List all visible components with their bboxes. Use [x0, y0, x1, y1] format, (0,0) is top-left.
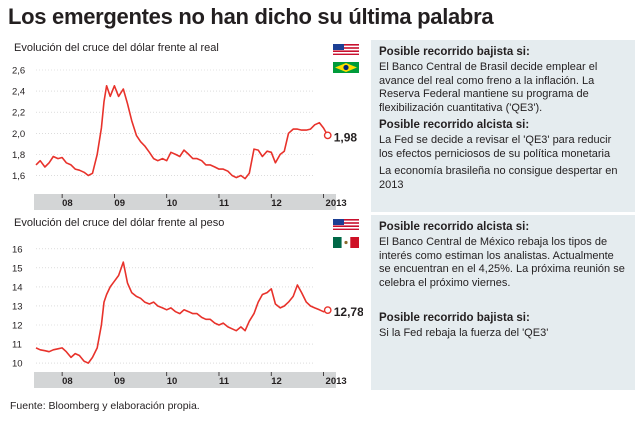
x-tick-label: 11: [219, 376, 230, 387]
x-axis-band: [34, 194, 336, 210]
x-tick-label: 11: [219, 198, 230, 209]
chart-dollar-peso-plot: 10 11 12 13 14 15 16 08 09 10 11 12 2013 12,78: [12, 244, 363, 388]
series-line: [35, 261, 328, 364]
bullish-text: El Banco Central de México rebaja los ti…: [379, 236, 625, 289]
x-tick-label: 12: [271, 198, 282, 209]
y-tick-label: 15: [12, 263, 23, 274]
bullish-heading: Posible recorrido alcista si:: [379, 119, 530, 131]
bullish-text: La Fed se decide a revisar el 'QE3' para…: [379, 134, 612, 160]
y-tick-label: 2,0: [12, 129, 25, 140]
flags-usa-brazil: [333, 44, 361, 80]
mexico-flag-icon: [333, 237, 359, 248]
last-value-label: 12,78: [334, 305, 363, 319]
x-tick-label: 12: [271, 376, 282, 387]
usa-flag-icon: [333, 44, 359, 55]
bearish-text: El Banco Central de Brasil decide emplea…: [379, 61, 598, 114]
y-tick-label: 10: [12, 359, 23, 370]
last-value-label: 1,98: [334, 130, 358, 144]
x-tick-label: 08: [62, 376, 73, 387]
y-tick-label: 2,4: [12, 87, 25, 98]
bullish-text-extra: La economía brasileña no consigue desper…: [379, 165, 618, 191]
x-tick-label: 10: [167, 376, 178, 387]
y-tick-label: 1,8: [12, 150, 25, 161]
bullish-heading: Posible recorrido alcista si:: [379, 221, 530, 233]
last-value-marker: [323, 306, 332, 315]
y-tick-label: 1,6: [12, 171, 25, 182]
y-tick-label: 2,6: [12, 66, 25, 77]
flags-usa-mexico: [333, 219, 361, 255]
scenario-panel-brazil: Posible recorrido bajista si: El Banco C…: [371, 40, 635, 212]
x-tick-label: 10: [167, 198, 178, 209]
x-tick-label: 2013: [326, 198, 347, 209]
x-tick-label: 09: [114, 198, 125, 209]
y-tick-label: 13: [12, 301, 23, 312]
x-tick-label: 2013: [326, 376, 347, 387]
chart-dollar-real: 1,6 1,8 2,0 2,2 2,4 2,6 08 09 10 11 12 2013 1,98 Evo…: [8, 40, 363, 212]
brazil-flag-icon: [333, 62, 359, 73]
x-axis-band: [34, 372, 336, 388]
chart-dollar-real-plot: 1,6 1,8 2,0 2,2 2,4 2,6 08 09 10 11 12 2013 1,98: [12, 66, 358, 210]
y-tick-label: 11: [12, 340, 22, 351]
source-note: Fuente: Bloomberg y elaboración propia.: [10, 400, 200, 412]
scenario-panel-mexico: Posible recorrido alcista si: El Banco C…: [371, 215, 635, 390]
chart-title-dollar-peso: Evolución del cruce del dólar frente al …: [14, 217, 225, 229]
x-tick-label: 08: [62, 198, 73, 209]
series-line: [35, 85, 329, 180]
bearish-text: Si la Fed rebaja la fuerza del 'QE3': [379, 327, 549, 339]
last-value-marker: [323, 131, 332, 140]
chart-title-dollar-real: Evolución del cruce del dólar frente al …: [14, 42, 219, 54]
y-tick-label: 12: [12, 321, 23, 332]
chart-dollar-peso: 10 11 12 13 14 15 16 08 09 10 11 12 2013 12,78 Evoluc…: [8, 215, 363, 390]
bearish-heading: Posible recorrido bajista si:: [379, 46, 530, 58]
y-tick-label: 16: [12, 244, 23, 255]
y-tick-label: 14: [12, 282, 23, 293]
page-title: Los emergentes no han dicho su última pa…: [8, 4, 494, 29]
x-tick-label: 09: [114, 376, 125, 387]
y-tick-label: 2,2: [12, 108, 25, 119]
usa-flag-icon: [333, 219, 359, 230]
bearish-heading: Posible recorrido bajista si:: [379, 312, 530, 324]
